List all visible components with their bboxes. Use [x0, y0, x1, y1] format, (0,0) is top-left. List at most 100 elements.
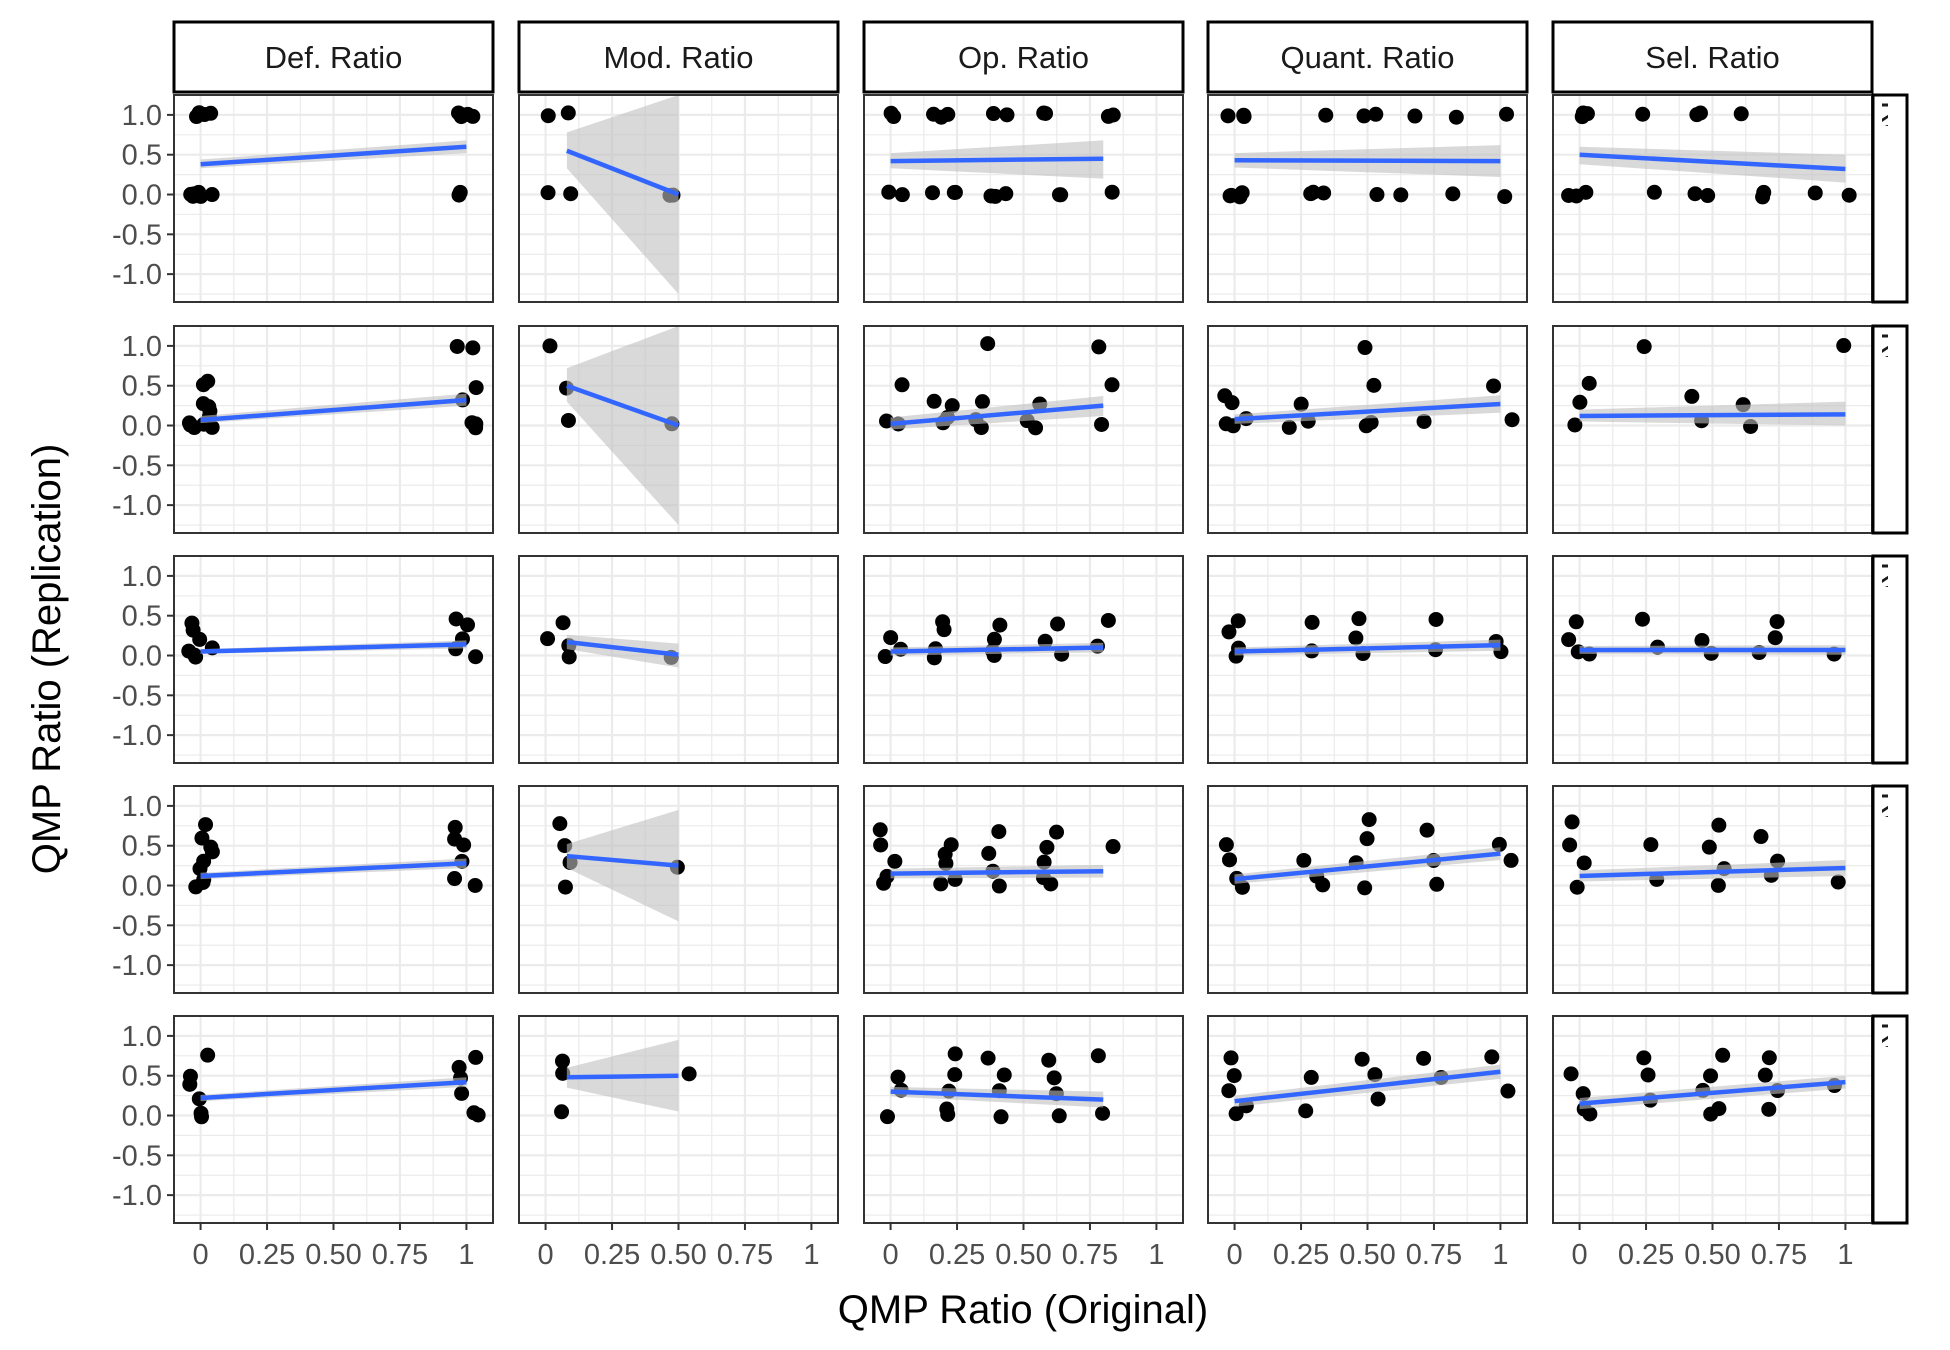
panel-grid: [174, 1016, 493, 1223]
data-point: [555, 1065, 571, 1081]
row-strip-label: Rep. Sel. Ratio: [1875, 1022, 1910, 1231]
y-tick-label: 1.0: [122, 100, 162, 132]
data-point: [552, 816, 568, 832]
data-point: [894, 377, 910, 393]
data-point: [1049, 824, 1065, 840]
panel-grid: [1553, 786, 1872, 993]
data-point: [1562, 837, 1578, 853]
data-point: [1836, 338, 1852, 354]
row-strip-label: Rep. Quant. Ratio: [1875, 792, 1910, 1040]
panel-border: [863, 785, 1184, 994]
x-tick-label: 0.75: [717, 1239, 773, 1271]
panel-border: [1207, 785, 1528, 994]
data-point: [940, 1106, 956, 1122]
data-point: [986, 631, 1002, 647]
data-point: [894, 187, 910, 203]
facet-panel: [1552, 785, 1873, 994]
y-tick-label: -0.5: [112, 450, 162, 482]
data-point: [188, 649, 204, 665]
panel-grid: [1208, 556, 1527, 763]
data-point: [1769, 614, 1785, 630]
data-point: [1036, 854, 1052, 870]
data-point: [933, 876, 949, 892]
data-point: [1564, 814, 1580, 830]
confidence-ribbon: [1579, 146, 1846, 183]
data-point: [1715, 1047, 1731, 1063]
y-tick-label: 0.5: [122, 831, 162, 863]
panel-border: [518, 325, 839, 534]
data-point: [1305, 184, 1321, 200]
x-tick-label: 0.25: [1273, 1239, 1329, 1271]
x-tick-label: 1: [458, 1239, 474, 1271]
data-point: [1582, 1106, 1598, 1122]
data-point: [467, 877, 483, 893]
data-point: [1575, 1086, 1591, 1102]
data-point: [1574, 109, 1590, 125]
facet-panel: [1552, 94, 1873, 303]
data-point: [1236, 107, 1252, 123]
data-point: [1104, 377, 1120, 393]
row-strip: [1871, 1014, 1909, 1225]
data-point: [1368, 106, 1384, 122]
row-strip: [1871, 784, 1909, 995]
column-strip: [517, 20, 840, 94]
y-tick-label: -1.0: [112, 1180, 162, 1212]
panel-border: [1207, 325, 1528, 534]
panel-points: [1217, 340, 1520, 435]
data-point: [924, 185, 940, 201]
y-tick-label: 0.5: [122, 140, 162, 172]
panel-grid: [1553, 326, 1872, 533]
data-point: [1684, 388, 1700, 404]
row-strip: [1871, 554, 1909, 765]
fit-line: [1234, 158, 1501, 164]
row-strip-label: Rep. Op. Ratio: [1875, 562, 1910, 767]
data-point: [1572, 394, 1588, 410]
y-tick-label: -1.0: [112, 720, 162, 752]
data-point: [877, 649, 893, 665]
panel-border: [173, 555, 494, 764]
y-tick-label: -0.5: [112, 910, 162, 942]
y-tick-label: 1.0: [122, 1021, 162, 1053]
fit-line: [1579, 412, 1846, 419]
data-point: [1416, 413, 1432, 429]
x-tick-label: 0.25: [1618, 1239, 1674, 1271]
x-tick-label: 0.25: [929, 1239, 985, 1271]
fit-line: [200, 144, 467, 167]
data-point: [940, 106, 956, 122]
data-point: [1222, 852, 1238, 868]
panel-border: [1207, 94, 1528, 303]
data-point: [1701, 839, 1717, 855]
y-tick-label: -1.0: [112, 950, 162, 982]
data-point: [947, 184, 963, 200]
data-point: [1689, 107, 1705, 123]
data-point: [540, 185, 556, 201]
data-point: [1636, 339, 1652, 355]
data-point: [1429, 876, 1445, 892]
data-point: [1221, 624, 1237, 640]
data-point: [1711, 817, 1727, 833]
y-tick-label: 1.0: [122, 561, 162, 593]
y-tick-label: -1.0: [112, 490, 162, 522]
x-tick-label: 1: [1148, 1239, 1164, 1271]
data-point: [1576, 855, 1592, 871]
data-point: [1569, 879, 1585, 895]
facet-panel: [863, 94, 1184, 303]
data-point: [1393, 187, 1409, 203]
fit-line: [1579, 1079, 1846, 1106]
panel-grid: [864, 786, 1183, 993]
panel-border: [173, 785, 494, 994]
facet-panel: [173, 94, 494, 303]
data-point: [1293, 396, 1309, 412]
data-point: [192, 631, 208, 647]
data-point: [1095, 1105, 1111, 1121]
y-tick-label: 0.0: [122, 1101, 162, 1133]
x-tick-label: 1: [1837, 1239, 1853, 1271]
x-tick-label: 0: [1572, 1239, 1588, 1271]
facet-panel: [1552, 325, 1873, 534]
x-tick-label: 1: [1492, 1239, 1508, 1271]
data-point: [468, 1049, 484, 1065]
data-point: [883, 105, 899, 121]
data-point: [1100, 612, 1116, 628]
facet-panel: [1207, 1015, 1528, 1224]
x-tick-label: 0.50: [1339, 1239, 1395, 1271]
